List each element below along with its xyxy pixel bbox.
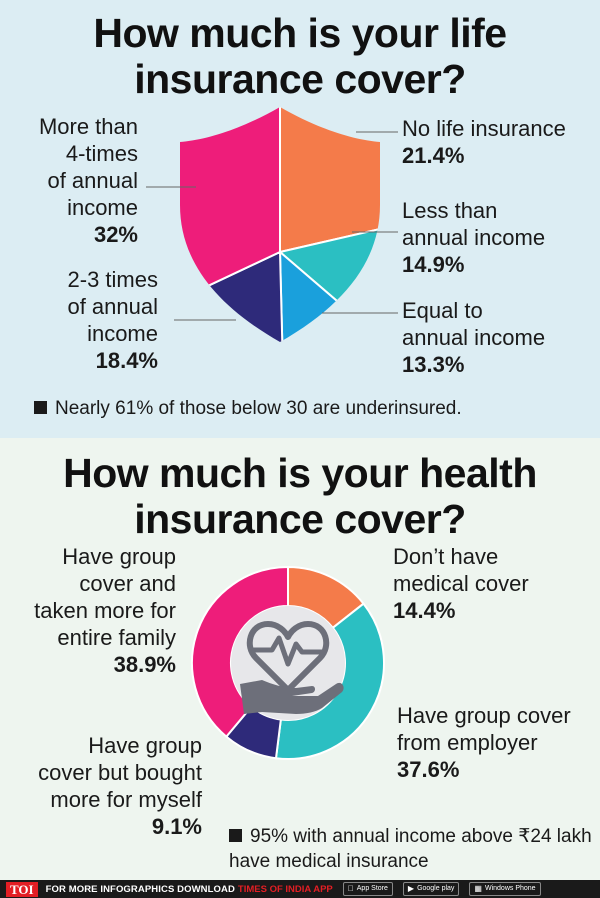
life-label-2-3-times: 2-3 times of annual income 18.4% (67, 267, 158, 373)
life-insurance-title: How much is your life insurance cover? (93, 10, 507, 102)
health-note: 95% with annual income above ₹24 lakh ha… (229, 826, 592, 872)
windows-phone-badge[interactable]: ▦ Windows Phone (468, 882, 541, 896)
life-label-no-insurance: No life insurance 21.4% (402, 116, 566, 168)
toi-logo: TOI (6, 881, 38, 897)
health-label-entire-family: Have group cover and taken more for enti… (34, 544, 176, 677)
health-label-employer: Have group cover from employer 37.6% (397, 703, 571, 782)
app-store-badge[interactable]:  App Store (342, 882, 393, 896)
life-slice-4 (180, 107, 281, 342)
play-icon: ▶ (401, 884, 414, 893)
life-slice-0 (279, 107, 380, 254)
apple-icon:  (348, 883, 354, 895)
life-label-equal-to-annual: Equal to annual income 13.3% (402, 298, 546, 377)
health-label-myself: Have group cover but bought more for mys… (38, 733, 202, 839)
life-slice-1 (277, 192, 380, 342)
life-slice-2 (278, 249, 380, 342)
windows-icon: ▦ (468, 884, 482, 893)
google-play-badge[interactable]: ▶ Google play (401, 882, 460, 896)
life-leader-lines (146, 131, 398, 321)
life-note: Nearly 61% of those below 30 are underin… (34, 397, 594, 421)
footer-text: FOR MORE INFOGRAPHICS DOWNLOAD (45, 883, 235, 895)
heart-hand-icon (231, 606, 345, 720)
health-label-no-medical-cover: Don’t have medical cover 14.4% (393, 544, 529, 623)
bullet-square-icon (34, 401, 47, 414)
health-donut-chart (191, 565, 385, 760)
bullet-square-icon (229, 829, 242, 842)
life-label-more-than-4x: More than 4-times of annual income 32% (38, 114, 138, 247)
health-insurance-title: How much is your health insurance cover? (63, 450, 537, 542)
footer-app-name: TIMES OF INDIA APP (237, 883, 333, 895)
life-label-less-than-annual: Less than annual income 14.9% (402, 198, 546, 277)
footer-bar: TOI FOR MORE INFOGRAPHICS DOWNLOAD TIMES… (0, 880, 600, 898)
